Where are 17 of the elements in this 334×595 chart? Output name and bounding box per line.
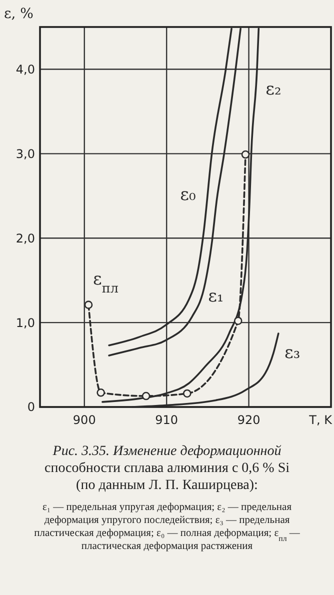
text: Рис. 3.35. Изменение деформационной способности сплава алюминия с 0,6 % Si (по данным Л. П. Каширцева): <box>44 444 290 493</box>
x-tick-label: 900 <box>72 413 96 427</box>
x-tick-label: 910 <box>155 413 178 427</box>
series-label: ε₂ <box>266 80 282 100</box>
series-label: ε₁ <box>208 286 224 306</box>
series-label: ε$_{пл}$ <box>93 270 118 296</box>
x-tick-label: 920 <box>237 413 260 427</box>
y-tick-label: 1,0 <box>16 316 35 330</box>
series-label: ε₃ <box>284 343 300 364</box>
y-tick-label: 2,0 <box>16 231 35 246</box>
text: ε₁ — предельная упругая деформация; ε₂ — предельная деформация упругого последействия; ε₃ — предельная пластическая деформация; ε₀ — полная деформация; ε$_{пл}$ — пластическая деформация растяжения <box>34 502 300 552</box>
y-tick-label: 4,0 <box>16 62 35 76</box>
x-axis-title: T, K <box>308 413 334 427</box>
y-tick-label: 3,0 <box>16 146 35 161</box>
series-label: ε₀ <box>180 185 196 206</box>
y-tick-label: 0 <box>27 400 35 414</box>
y-axis-title: ε, % <box>4 6 34 22</box>
